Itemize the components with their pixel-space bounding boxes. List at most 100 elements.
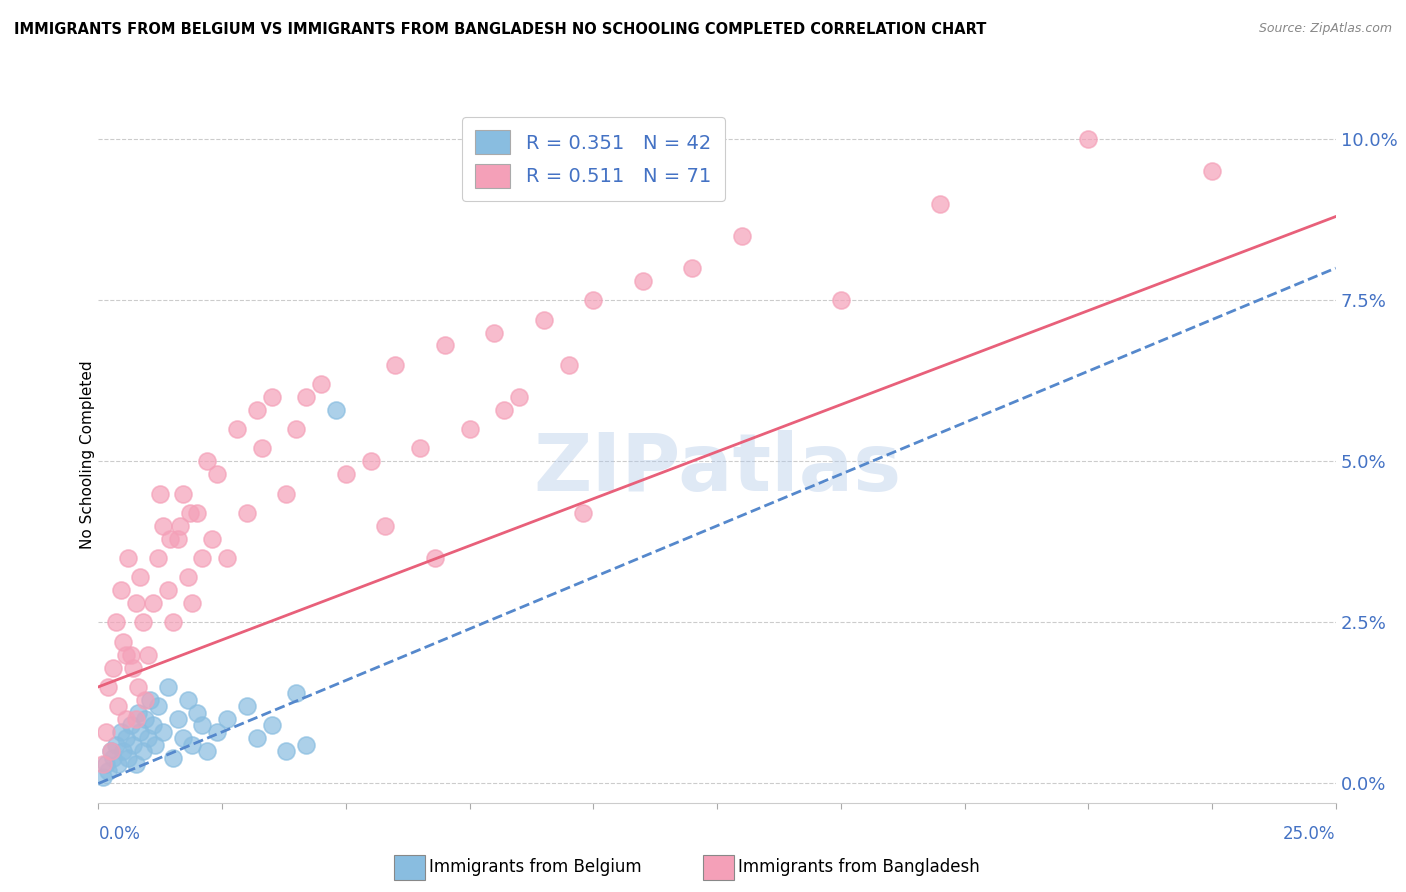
Point xyxy=(433,338,456,352)
Y-axis label: No Schooling Completed: No Schooling Completed xyxy=(80,360,94,549)
Point xyxy=(162,750,184,764)
Point xyxy=(1201,164,1223,178)
Point xyxy=(423,551,446,566)
Point xyxy=(129,725,152,739)
Point xyxy=(830,293,852,308)
Point xyxy=(159,532,181,546)
Point xyxy=(557,358,579,372)
Text: IMMIGRANTS FROM BELGIUM VS IMMIGRANTS FROM BANGLADESH NO SCHOOLING COMPLETED COR: IMMIGRANTS FROM BELGIUM VS IMMIGRANTS FR… xyxy=(14,22,987,37)
Point xyxy=(309,377,332,392)
Point xyxy=(191,718,214,732)
Point xyxy=(93,757,115,772)
Point xyxy=(295,390,318,404)
Point xyxy=(276,744,298,758)
Point xyxy=(731,228,754,243)
Point xyxy=(172,486,194,500)
Point xyxy=(103,750,125,764)
Point xyxy=(94,757,117,772)
Point xyxy=(1077,132,1099,146)
Point xyxy=(122,738,145,752)
Point xyxy=(156,583,179,598)
Point xyxy=(97,680,120,694)
Point xyxy=(195,744,218,758)
Point xyxy=(142,596,165,610)
Point xyxy=(176,692,198,706)
Point xyxy=(114,712,136,726)
Point xyxy=(100,744,122,758)
Text: ZIPatlas: ZIPatlas xyxy=(533,430,901,508)
Point xyxy=(146,699,169,714)
Point xyxy=(191,551,214,566)
Point xyxy=(166,712,188,726)
Point xyxy=(217,551,239,566)
Point xyxy=(136,731,159,746)
Point xyxy=(582,293,605,308)
Point xyxy=(236,506,259,520)
Point xyxy=(260,390,283,404)
Point xyxy=(110,725,132,739)
Point xyxy=(124,757,146,772)
Point xyxy=(236,699,259,714)
Point xyxy=(226,422,249,436)
Point xyxy=(107,757,129,772)
Point xyxy=(533,312,555,326)
Point xyxy=(179,506,201,520)
Text: 25.0%: 25.0% xyxy=(1284,825,1336,843)
Point xyxy=(142,718,165,732)
Point xyxy=(104,615,127,630)
Point xyxy=(325,402,347,417)
Point xyxy=(149,486,172,500)
Text: Immigrants from Belgium: Immigrants from Belgium xyxy=(429,858,641,876)
Point xyxy=(162,615,184,630)
Point xyxy=(928,196,950,211)
Point xyxy=(374,518,396,533)
Point xyxy=(139,692,162,706)
Point xyxy=(152,725,174,739)
Point xyxy=(112,634,135,648)
Point xyxy=(246,731,269,746)
Point xyxy=(201,532,224,546)
Point xyxy=(384,358,406,372)
Point xyxy=(110,583,132,598)
Point xyxy=(217,712,239,726)
Point xyxy=(94,725,117,739)
Point xyxy=(181,596,204,610)
Point xyxy=(146,551,169,566)
Point xyxy=(132,744,155,758)
Point xyxy=(143,738,166,752)
Point xyxy=(124,712,146,726)
Point xyxy=(276,486,298,500)
Point xyxy=(114,648,136,662)
Point xyxy=(508,390,530,404)
Point xyxy=(172,731,194,746)
Point xyxy=(169,518,191,533)
Point xyxy=(205,467,228,482)
Point xyxy=(409,442,432,456)
Point xyxy=(295,738,318,752)
Point xyxy=(285,686,308,700)
Point xyxy=(100,744,122,758)
Point xyxy=(117,750,139,764)
Point xyxy=(166,532,188,546)
Point xyxy=(250,442,273,456)
Point xyxy=(186,706,208,720)
Point xyxy=(136,648,159,662)
Point xyxy=(120,718,142,732)
Point xyxy=(246,402,269,417)
Point xyxy=(152,518,174,533)
Point xyxy=(681,261,703,276)
Text: 0.0%: 0.0% xyxy=(98,825,141,843)
Point xyxy=(176,570,198,584)
Point xyxy=(494,402,516,417)
Point xyxy=(120,648,142,662)
Point xyxy=(117,551,139,566)
Point xyxy=(132,615,155,630)
Point xyxy=(260,718,283,732)
Point xyxy=(156,680,179,694)
Point xyxy=(134,712,156,726)
Point xyxy=(97,764,120,778)
Point xyxy=(107,699,129,714)
Point xyxy=(112,744,135,758)
Point xyxy=(124,596,146,610)
Point xyxy=(186,506,208,520)
